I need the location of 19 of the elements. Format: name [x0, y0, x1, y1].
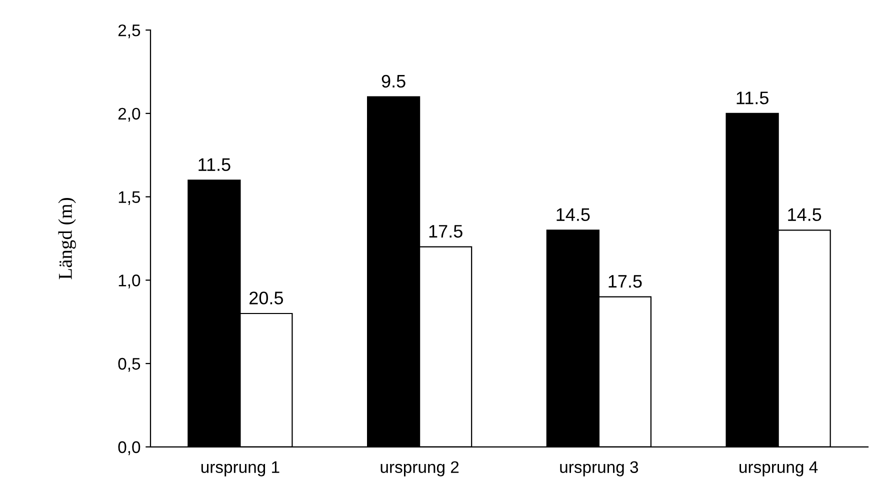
x-tick-label: ursprung 3	[560, 461, 638, 476]
y-tick-label: 1,0	[118, 274, 140, 288]
annotation: 17.5	[429, 225, 462, 238]
annotation: 14.5	[788, 208, 822, 222]
annotation: 20.5	[250, 292, 284, 304]
annotation: 17.5	[608, 275, 642, 288]
x-tick-label: ursprung 4	[740, 461, 818, 476]
y-tick-label: 1,5	[118, 191, 140, 205]
annotation: 14.5	[556, 208, 590, 222]
y-tick-label: 2,0	[118, 108, 140, 122]
y-tick-label: 0,5	[118, 358, 140, 372]
annotation: 9.5	[382, 74, 406, 88]
y-axis-title: Längd (m)	[58, 198, 76, 280]
annotation: 11.5	[198, 158, 230, 171]
annotation: 11.5	[736, 92, 768, 104]
x-tick-label: ursprung 2	[380, 461, 459, 476]
x-tick-label: ursprung 1	[201, 461, 280, 476]
y-tick-label: 0,0	[118, 441, 140, 456]
y-tick-label: 2,5	[118, 24, 140, 38]
